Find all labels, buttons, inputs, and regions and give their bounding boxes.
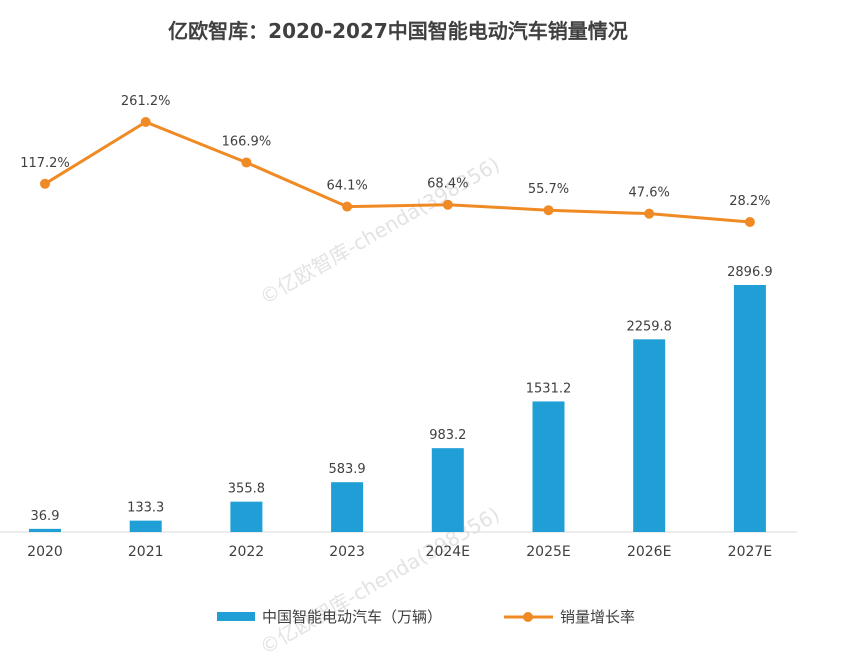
line-data-labels: 117.2% 261.2% 166.9% 64.1% 68.4% 55.7% 47.6% 28… [20,94,770,209]
line-series [40,117,755,227]
bar-data-label: 355.8 [228,482,265,497]
bar-data-label: 2896.9 [727,265,773,280]
x-tick-label: 2026E [627,544,671,560]
x-tick-label: 2023 [329,544,365,560]
line-data-label: 261.2% [121,94,171,109]
growth-rate-line [44,120,751,224]
bar [431,448,464,532]
bar-data-label: 583.9 [328,462,365,477]
x-tick-label: 2025E [526,544,570,560]
bar [633,339,666,532]
line-point [342,201,353,212]
bar-data-label: 1531.2 [526,381,572,396]
bar [29,528,61,532]
watermark-lower: ©亿欧智库-chenda(398356) [256,502,504,655]
line-data-label: 117.2% [20,156,70,171]
bar [230,501,263,532]
bar-series [29,285,766,532]
watermark: ©亿欧智库-chenda(398356) [256,152,504,309]
line-point [543,205,554,216]
line-point [744,217,755,227]
line-data-label: 68.4% [427,177,468,192]
line-point [40,178,50,189]
chart-title: 亿欧智库：2020-2027中国智能电动汽车销量情况 [168,19,628,43]
legend: 中国智能电动汽车（万辆） 销量增长率 [217,608,635,626]
legend-line-label: 销量增长率 [560,608,635,626]
x-axis-ticks: 2020 2021 2022 2023 2024E 2025E 2026E 2027E [27,544,772,560]
legend-bar-swatch [217,612,255,621]
x-tick-label: 2027E [728,544,772,560]
line-data-label: 64.1% [326,179,367,194]
line-point [644,208,655,219]
x-tick-label: 2020 [27,544,63,560]
bar-data-label: 2259.8 [626,319,672,334]
line-point [140,117,151,127]
bar [331,482,364,532]
legend-bar-label: 中国智能电动汽车（万辆） [262,608,442,626]
x-tick-label: 2022 [229,544,265,560]
x-tick-label: 2024E [426,544,470,560]
bar-data-label: 133.3 [127,501,164,516]
bar [129,520,162,532]
legend-line-marker [523,612,533,622]
line-data-label: 47.6% [629,186,670,201]
bar-data-label: 983.2 [429,428,466,443]
bar [733,285,766,532]
bar-data-label: 36.9 [31,509,60,524]
line-data-label: 166.9% [222,134,272,149]
line-data-label: 55.7% [528,182,569,197]
line-point [442,199,453,210]
line-point [241,157,252,168]
line-data-label: 28.2% [729,194,770,209]
bar-data-labels: 36.9 133.3 355.8 583.9 983.2 1531.2 2259.8 2896… [31,265,773,524]
bar [532,401,565,532]
x-tick-label: 2021 [128,544,164,560]
